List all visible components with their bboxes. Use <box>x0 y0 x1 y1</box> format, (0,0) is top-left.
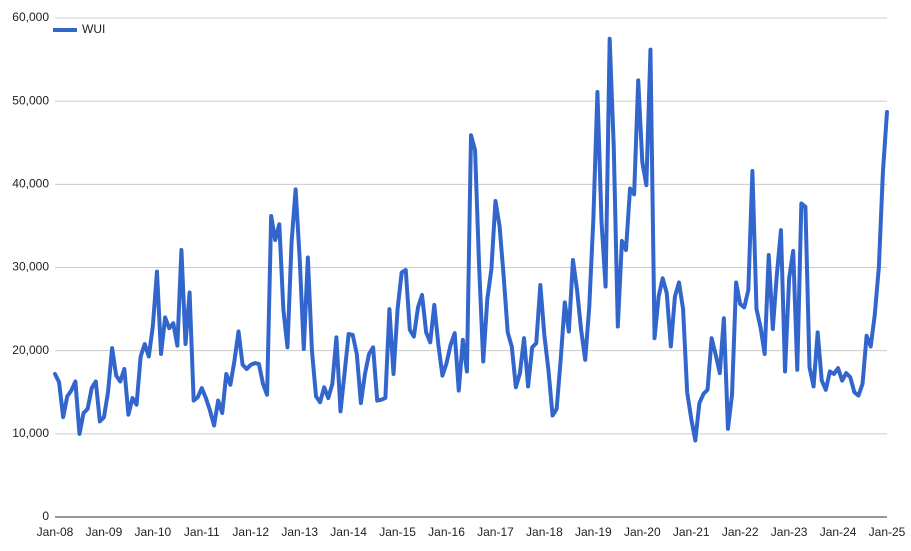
x-tick-label: Jan-25 <box>869 525 906 539</box>
x-tick-label: Jan-11 <box>184 525 220 539</box>
y-tick-label: 40,000 <box>12 177 49 191</box>
y-tick-label: 20,000 <box>12 343 49 357</box>
series-line <box>53 36 889 443</box>
y-tick-label: 60,000 <box>12 10 49 24</box>
x-tick-label: Jan-13 <box>281 525 318 539</box>
x-tick-label: Jan-19 <box>575 525 612 539</box>
y-tick-label: 50,000 <box>12 93 49 107</box>
y-tick-label: 10,000 <box>12 426 49 440</box>
x-tick-label: Jan-10 <box>135 525 172 539</box>
x-tick-label: Jan-20 <box>624 525 661 539</box>
x-tick-label: Jan-09 <box>86 525 123 539</box>
x-tick-label: Jan-16 <box>428 525 465 539</box>
x-tick-label: Jan-21 <box>673 525 710 539</box>
x-tick-label: Jan-15 <box>379 525 416 539</box>
legend-label: WUI <box>82 22 105 36</box>
x-tick-label: Jan-18 <box>526 525 563 539</box>
y-tick-label: 30,000 <box>12 260 49 274</box>
x-tick-label: Jan-22 <box>722 525 759 539</box>
x-tick-label: Jan-14 <box>330 525 367 539</box>
x-tick-label: Jan-24 <box>820 525 857 539</box>
x-tick-label: Jan-12 <box>232 525 269 539</box>
x-tick-label: Jan-08 <box>37 525 74 539</box>
y-tick-label: 0 <box>42 509 49 523</box>
x-tick-label: Jan-23 <box>771 525 808 539</box>
x-tick-label: Jan-17 <box>477 525 514 539</box>
